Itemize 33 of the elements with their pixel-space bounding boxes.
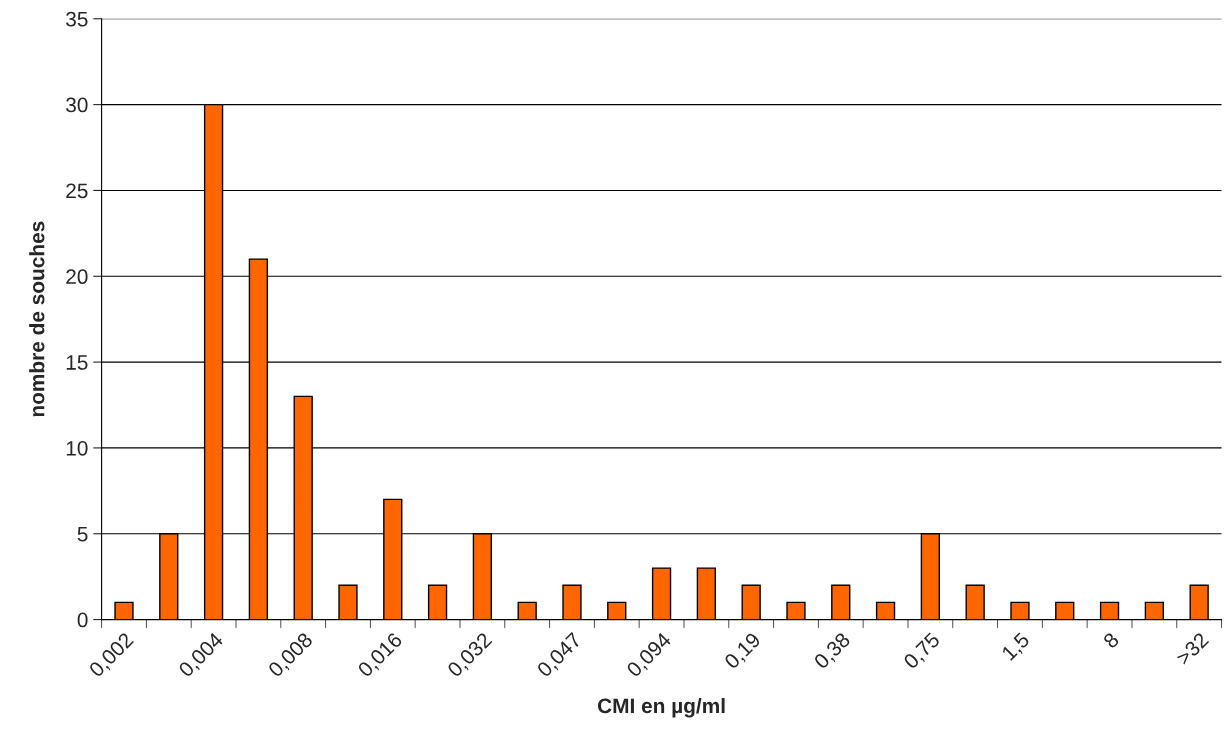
bar — [1055, 601, 1075, 620]
x-tick-label: >32 — [1175, 631, 1210, 666]
bar — [1144, 601, 1165, 620]
bar — [1099, 601, 1120, 620]
y-tick-label: 25 — [66, 183, 88, 199]
bar — [651, 567, 672, 620]
bar — [427, 584, 448, 620]
y-axis-title: nombre de souches — [29, 221, 45, 417]
bar — [741, 584, 761, 620]
bar — [517, 601, 537, 620]
bar — [1010, 601, 1030, 620]
bar — [338, 584, 358, 620]
bar — [831, 584, 851, 620]
x-tick-label: 1,5 — [1001, 631, 1032, 663]
y-tick-label: 35 — [66, 11, 88, 27]
y-tick-label: 5 — [77, 526, 88, 542]
bar — [607, 601, 627, 620]
x-tick-label: 0,19 — [723, 631, 764, 672]
y-tick-label: 10 — [66, 440, 88, 456]
y-tick-label: 20 — [66, 269, 88, 285]
x-tick-label: 8 — [1102, 631, 1120, 650]
bar — [114, 601, 134, 620]
bar — [696, 567, 717, 620]
bar — [875, 601, 896, 620]
bar — [965, 584, 985, 620]
x-axis-title: CMI en µg/ml — [597, 697, 725, 718]
bar — [786, 601, 806, 620]
bar — [1189, 584, 1209, 620]
y-tick-label: 15 — [66, 355, 88, 370]
bar — [562, 584, 582, 620]
y-tick-label: 30 — [66, 97, 88, 113]
y-tick-label: 0 — [77, 612, 88, 628]
x-tick-label: 0,38 — [813, 631, 853, 672]
